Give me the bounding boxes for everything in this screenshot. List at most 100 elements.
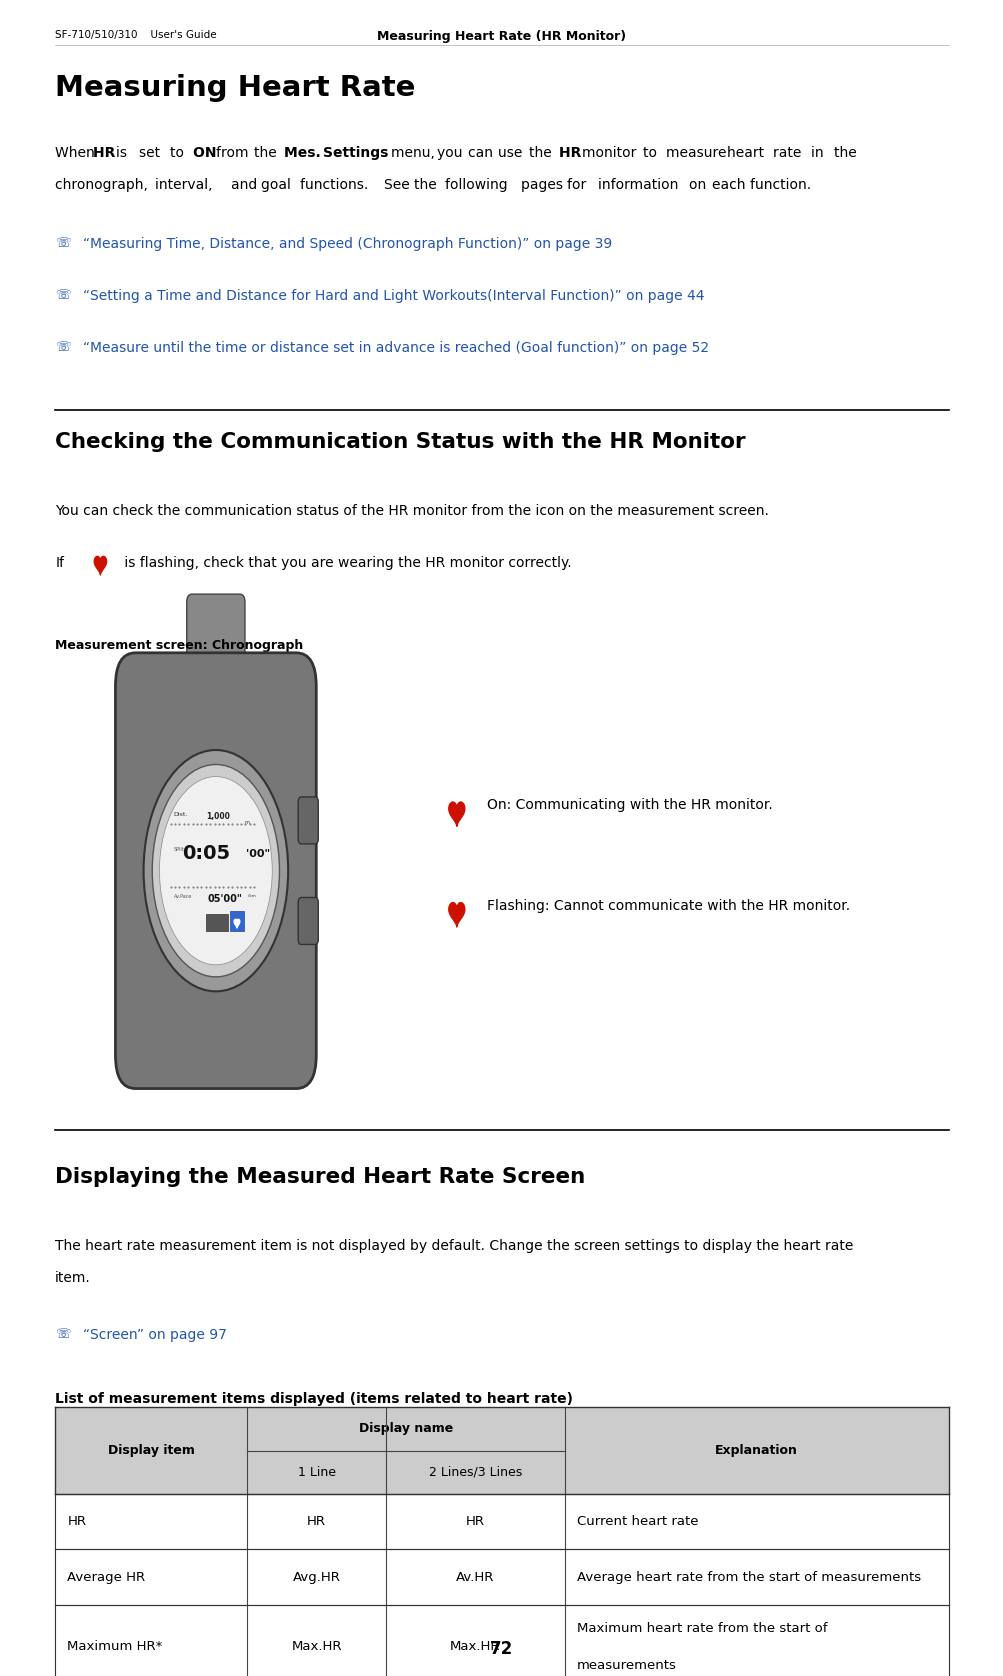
Bar <box>55 1408 948 1495</box>
Text: 2 Lines/3 Lines: 2 Lines/3 Lines <box>428 1466 522 1478</box>
Text: “Screen” on page 97: “Screen” on page 97 <box>83 1329 227 1342</box>
Text: 05'00": 05'00" <box>208 895 243 905</box>
Text: item.: item. <box>55 1272 91 1285</box>
Text: on: on <box>689 178 710 193</box>
Text: Av.Pace: Av.Pace <box>174 895 192 900</box>
Text: is flashing, check that you are wearing the HR monitor correctly.: is flashing, check that you are wearing … <box>120 556 572 570</box>
Text: monitor: monitor <box>582 146 640 159</box>
Text: following: following <box>444 178 512 193</box>
Text: 72: 72 <box>489 1641 514 1658</box>
Text: ☏: ☏ <box>55 1329 71 1341</box>
Text: You can check the communication status of the HR monitor from the icon on the me: You can check the communication status o… <box>55 504 768 518</box>
Text: “Setting a Time and Distance for Hard and Light Workouts(Interval Function)” on : “Setting a Time and Distance for Hard an… <box>83 290 704 303</box>
Polygon shape <box>448 803 464 826</box>
Text: See: See <box>383 178 413 193</box>
Circle shape <box>152 764 279 977</box>
Text: the: the <box>254 146 281 159</box>
Circle shape <box>159 776 272 965</box>
FancyBboxPatch shape <box>115 654 316 1089</box>
Text: functions.: functions. <box>299 178 372 193</box>
Bar <box>55 1606 948 1676</box>
Text: Maximum heart rate from the start of: Maximum heart rate from the start of <box>576 1622 826 1634</box>
Text: Max.HR: Max.HR <box>449 1641 499 1653</box>
Text: “Measure until the time or distance set in advance is reached (Goal function)” o: “Measure until the time or distance set … <box>83 342 709 355</box>
Text: HR: HR <box>559 146 586 159</box>
Text: Average HR: Average HR <box>67 1570 145 1584</box>
Text: Checking the Communication Status with the HR Monitor: Checking the Communication Status with t… <box>55 432 745 451</box>
Text: 0:05: 0:05 <box>182 845 230 863</box>
Text: '00": '00" <box>246 850 270 858</box>
Text: heart: heart <box>727 146 768 159</box>
Text: Display item: Display item <box>107 1445 195 1456</box>
Text: measurements: measurements <box>576 1659 676 1671</box>
Text: and: and <box>231 178 261 193</box>
Text: Measurement screen: Chronograph: Measurement screen: Chronograph <box>55 640 303 652</box>
Text: the: the <box>529 146 556 159</box>
Text: Current heart rate: Current heart rate <box>576 1515 697 1529</box>
Bar <box>55 1550 948 1606</box>
Text: set: set <box>139 146 164 159</box>
Text: HR: HR <box>93 146 120 159</box>
Text: function.: function. <box>749 178 815 193</box>
Text: “Measuring Time, Distance, and Speed (Chronograph Function)” on page 39: “Measuring Time, Distance, and Speed (Ch… <box>83 236 612 251</box>
Polygon shape <box>234 920 240 929</box>
Text: measure: measure <box>666 146 730 159</box>
Text: HR: HR <box>465 1515 484 1529</box>
Text: List of measurement items displayed (items related to heart rate): List of measurement items displayed (ite… <box>55 1393 573 1406</box>
Text: you: you <box>436 146 466 159</box>
Text: Explanation: Explanation <box>714 1445 797 1456</box>
Text: Displaying the Measured Heart Rate Screen: Displaying the Measured Heart Rate Scree… <box>55 1168 585 1187</box>
Text: ON: ON <box>193 146 221 159</box>
FancyBboxPatch shape <box>298 898 318 945</box>
Text: the: the <box>414 178 441 193</box>
Text: in: in <box>810 146 827 159</box>
Text: to: to <box>170 146 188 159</box>
Text: Measuring Heart Rate: Measuring Heart Rate <box>55 74 415 102</box>
Text: 1 Line: 1 Line <box>297 1466 335 1478</box>
FancyBboxPatch shape <box>230 912 244 932</box>
Text: When: When <box>55 146 99 159</box>
Text: information: information <box>597 178 682 193</box>
Text: SF-710/510/310    User's Guide: SF-710/510/310 User's Guide <box>55 30 217 40</box>
Text: ☏: ☏ <box>55 290 71 302</box>
Bar <box>55 1495 948 1550</box>
Text: to: to <box>643 146 661 159</box>
Text: Maximum HR*: Maximum HR* <box>67 1641 162 1653</box>
Text: HR: HR <box>307 1515 326 1529</box>
Text: Max.HR: Max.HR <box>291 1641 341 1653</box>
Text: ☏: ☏ <box>55 342 71 354</box>
Text: 1,000: 1,000 <box>206 811 230 821</box>
Text: Average heart rate from the start of measurements: Average heart rate from the start of mea… <box>576 1570 920 1584</box>
Text: Flashing: Cannot communicate with the HR monitor.: Flashing: Cannot communicate with the HR… <box>486 898 850 913</box>
FancyBboxPatch shape <box>187 595 245 696</box>
Text: the: the <box>833 146 861 159</box>
Text: If: If <box>55 556 64 570</box>
Text: can: can <box>467 146 496 159</box>
Text: Avg.HR: Avg.HR <box>292 1570 340 1584</box>
Text: The heart rate measurement item is not displayed by default. Change the screen s: The heart rate measurement item is not d… <box>55 1240 853 1254</box>
FancyBboxPatch shape <box>206 915 228 932</box>
Text: use: use <box>497 146 527 159</box>
Text: /km: /km <box>248 895 256 898</box>
Text: Measuring Heart Rate (HR Monitor): Measuring Heart Rate (HR Monitor) <box>377 30 626 44</box>
Text: m: m <box>244 820 249 825</box>
Text: goal: goal <box>261 178 296 193</box>
Text: Dist.: Dist. <box>174 811 188 816</box>
Text: menu,: menu, <box>391 146 439 159</box>
Text: ☏: ☏ <box>55 236 71 250</box>
Text: pages: pages <box>521 178 567 193</box>
Text: is: is <box>116 146 131 159</box>
Text: SPlit: SPlit <box>174 846 185 851</box>
Text: for: for <box>567 178 590 193</box>
FancyBboxPatch shape <box>187 980 245 1081</box>
Text: each: each <box>711 178 749 193</box>
Polygon shape <box>94 556 106 575</box>
FancyBboxPatch shape <box>298 798 318 845</box>
Polygon shape <box>448 903 464 927</box>
Text: chronograph,: chronograph, <box>55 178 152 193</box>
Text: interval,: interval, <box>154 178 217 193</box>
Text: HR: HR <box>67 1515 86 1529</box>
Text: Mes.: Mes. <box>284 146 326 159</box>
Text: On: Communicating with the HR monitor.: On: Communicating with the HR monitor. <box>486 798 772 813</box>
Text: from: from <box>216 146 253 159</box>
